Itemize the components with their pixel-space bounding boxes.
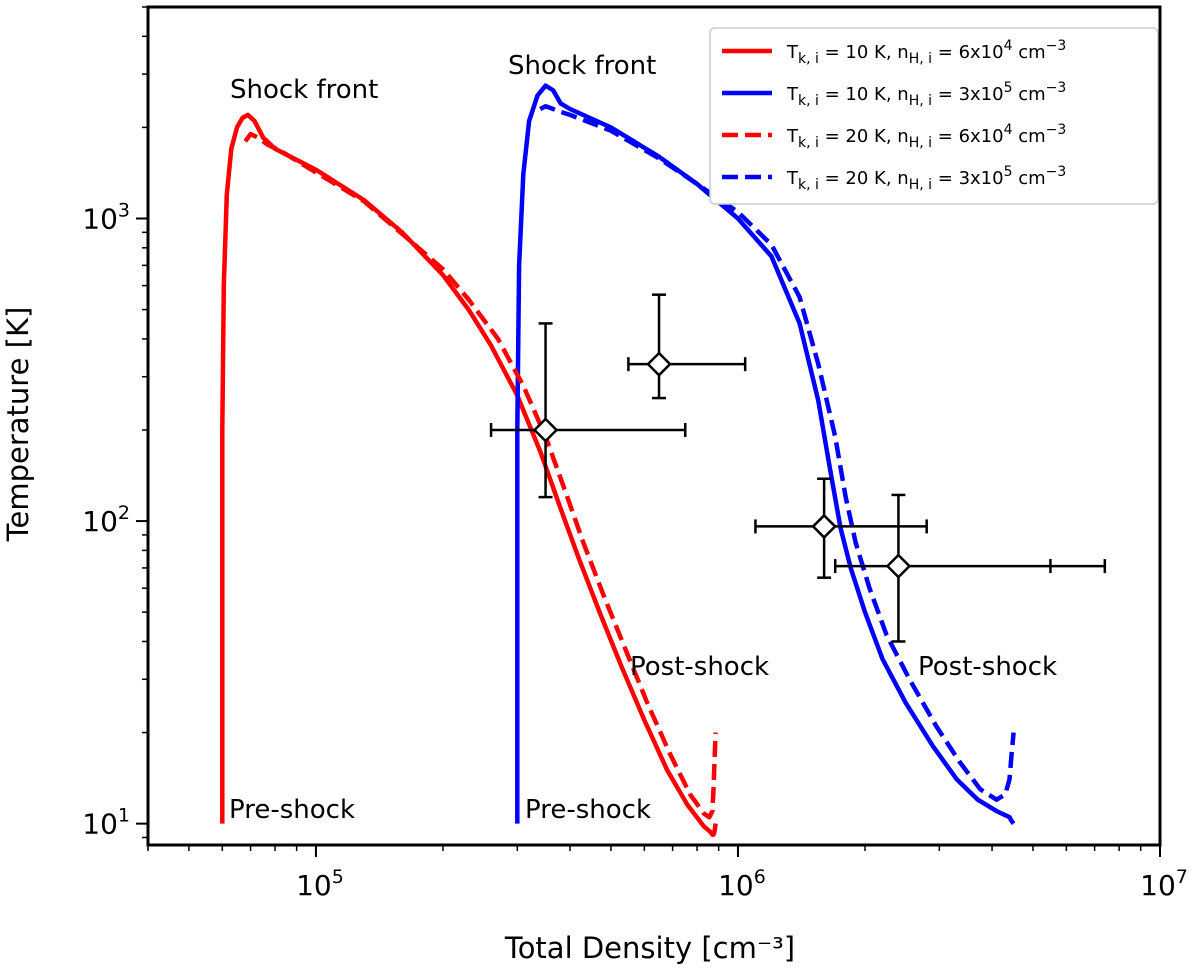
legend-label: Tk, i = 20 K, nH, i = 6x104 cm−3 [786, 122, 1066, 151]
observation-marker [885, 553, 912, 579]
x-tick-label-2: 106 [718, 866, 766, 902]
observation-marker [811, 513, 837, 540]
y-tick-label-1: 101 [82, 805, 130, 841]
series-line-1 [220, 112, 718, 837]
legend-item-1: Tk, i = 10 K, nH, i = 6x104 cm−3 [722, 38, 1066, 67]
y-tick-label-2: 102 [82, 502, 130, 538]
axis-ticks: 105 106 107 101 102 103 [82, 6, 1188, 902]
annotation-post-shock-1: Post-shock [630, 652, 769, 682]
legend-item-3: Tk, i = 20 K, nH, i = 6x104 cm−3 [722, 122, 1066, 151]
series-line-2 [515, 83, 1016, 825]
annotation-shock-front-2: Shock front [508, 51, 656, 81]
annotation-post-shock-2: Post-shock [918, 652, 1057, 682]
observation-4 [833, 493, 1107, 643]
observation-3 [754, 477, 928, 579]
series-line-3 [243, 131, 718, 820]
observation-1 [489, 322, 687, 499]
legend-item-4: Tk, i = 20 K, nH, i = 3x105 cm−3 [722, 164, 1066, 193]
series-line-4 [539, 103, 1016, 802]
legend-label: Tk, i = 20 K, nH, i = 3x105 cm−3 [786, 164, 1066, 193]
observation-2 [627, 293, 747, 400]
observation-marker [532, 417, 559, 443]
series-curves [220, 83, 1016, 837]
x-tick-label-3: 107 [1140, 866, 1188, 902]
x-tick-label-1: 105 [296, 866, 344, 902]
legend-label: Tk, i = 10 K, nH, i = 3x105 cm−3 [786, 80, 1066, 109]
legend-label: Tk, i = 10 K, nH, i = 6x104 cm−3 [786, 38, 1066, 67]
y-tick-label-3: 103 [82, 199, 130, 235]
observation-points [489, 293, 1107, 643]
legend-box [709, 27, 1159, 205]
x-axis-title: Total Density [cm⁻³] [504, 931, 795, 965]
annotation-pre-shock-2: Pre-shock [525, 795, 651, 825]
legend-item-2: Tk, i = 10 K, nH, i = 3x105 cm−3 [722, 80, 1066, 109]
plot-frame [146, 5, 1162, 847]
annotation-pre-shock-1: Pre-shock [229, 795, 355, 825]
annotation-shock-front-1: Shock front [230, 75, 378, 105]
y-axis-title: Temperature [K] [1, 307, 35, 543]
observation-marker [646, 351, 672, 377]
legend: Tk, i = 10 K, nH, i = 6x104 cm−3 Tk, i = … [709, 27, 1159, 205]
